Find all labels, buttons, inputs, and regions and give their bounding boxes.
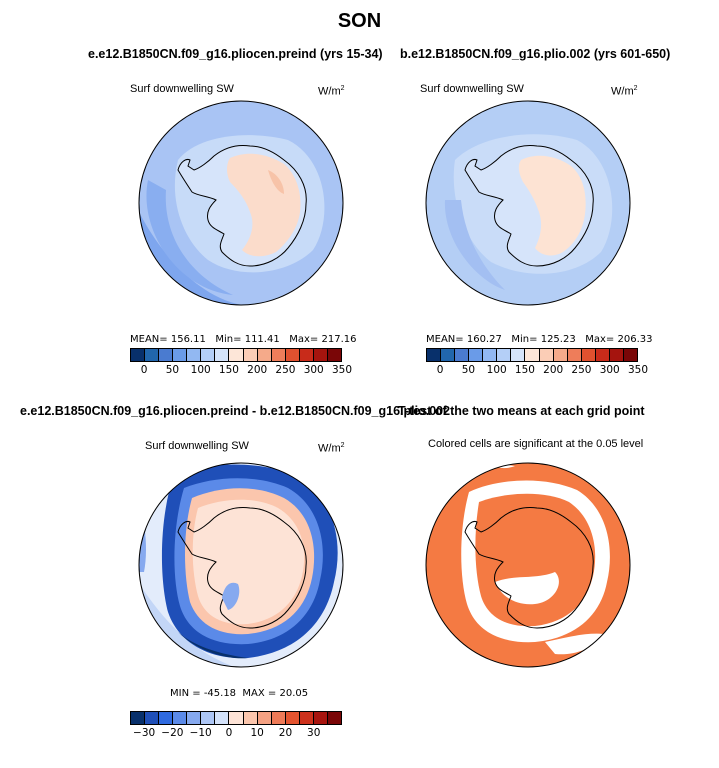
colorbar-cell xyxy=(145,349,160,361)
colorbar-cell xyxy=(215,712,230,724)
colorbar-cell xyxy=(299,712,314,724)
panel-title: e.e12.B1850CN.f09_g16.pliocen.preind - b… xyxy=(20,404,451,418)
colorbar-cell xyxy=(285,712,300,724)
panel-title: b.e12.B1850CN.f09_g16.plio.002 (yrs 601-… xyxy=(400,47,671,61)
variable-label: Surf downwelling SW xyxy=(420,83,524,95)
colorbar-cell xyxy=(609,349,624,361)
colorbar-cell xyxy=(173,712,188,724)
colorbar-tick-label: 20 xyxy=(278,727,293,739)
colorbar-ticks: 0 50 100 150 200 250 300 350 xyxy=(130,364,352,378)
colorbar-tick-label: 10 xyxy=(250,727,264,739)
colorbar-tick-label: 100 xyxy=(190,364,211,376)
units-label: W/m2 xyxy=(318,85,345,98)
colorbar-tick-label: 0 xyxy=(225,727,233,739)
colorbar-cell xyxy=(285,349,300,361)
colorbar-cell xyxy=(595,349,610,361)
colorbar-cell xyxy=(469,349,484,361)
colorbar-tick-label: 150 xyxy=(218,364,239,376)
colorbar-tick-label: 250 xyxy=(571,364,592,376)
stats-line: MEAN= 156.11 Min= 111.41 Max= 217.16 xyxy=(130,334,357,345)
colorbar-cell xyxy=(201,712,216,724)
polar-map xyxy=(425,462,631,668)
polar-map xyxy=(138,462,344,668)
colorbar-cell xyxy=(271,349,286,361)
colorbar-tick-label: 350 xyxy=(331,364,353,376)
colorbar-cell xyxy=(455,349,470,361)
colorbar-cell xyxy=(229,712,244,724)
colorbar-tick-label: 300 xyxy=(599,364,620,376)
colorbar xyxy=(426,348,638,362)
colorbar-cell xyxy=(187,712,202,724)
colorbar-cell xyxy=(131,349,146,361)
colorbar-tick-label: 50 xyxy=(461,364,476,376)
colorbar-cell xyxy=(313,712,328,724)
colorbar-cell xyxy=(229,349,244,361)
colorbar-tick-label: −10 xyxy=(189,727,212,739)
panel-subtitle: Colored cells are significant at the 0.0… xyxy=(428,438,644,450)
colorbar-cell xyxy=(511,349,526,361)
colorbar-cell xyxy=(257,349,272,361)
colorbar-cell xyxy=(173,349,188,361)
colorbar-cell xyxy=(257,712,272,724)
colorbar-cell xyxy=(271,712,286,724)
colorbar-cell xyxy=(483,349,498,361)
colorbar-cell xyxy=(525,349,540,361)
colorbar-cell xyxy=(159,349,174,361)
colorbar-tick-label: 300 xyxy=(303,364,324,376)
polar-map xyxy=(425,100,631,306)
colorbar-tick-label: −20 xyxy=(161,727,184,739)
colorbar-tick-label: 100 xyxy=(486,364,507,376)
colorbar-cell xyxy=(539,349,554,361)
colorbar-tick-label: 0 xyxy=(140,364,148,376)
variable-label: Surf downwelling SW xyxy=(145,440,249,452)
units-label: W/m2 xyxy=(611,85,638,98)
colorbar-tick-label: 30 xyxy=(307,727,321,739)
colorbar-cell xyxy=(299,349,314,361)
colorbar-cell xyxy=(327,712,341,724)
panel-title: e.e12.B1850CN.f09_g16.pliocen.preind (yr… xyxy=(88,47,383,61)
colorbar-tick-label: 200 xyxy=(247,364,268,376)
colorbar-tick-label: −30 xyxy=(133,727,156,739)
colorbar-tick-label: 200 xyxy=(543,364,564,376)
colorbar-cell xyxy=(623,349,637,361)
panel-title: T-test of the two means at each grid poi… xyxy=(398,404,645,418)
colorbar-ticks: 0 50 100 150 200 250 300 350 xyxy=(426,364,648,378)
colorbar-cell xyxy=(243,712,258,724)
colorbar-cell xyxy=(243,349,258,361)
units-label: W/m2 xyxy=(318,442,345,455)
colorbar-tick-label: 250 xyxy=(275,364,296,376)
colorbar-cell xyxy=(567,349,582,361)
colorbar-ticks: −30 −20 −10 0 10 20 30 xyxy=(130,727,342,741)
colorbar-cell xyxy=(313,349,328,361)
colorbar-tick-label: 150 xyxy=(514,364,535,376)
colorbar-cell xyxy=(215,349,230,361)
antarctica-coastline xyxy=(464,507,594,629)
antarctica-coastline xyxy=(177,507,307,629)
colorbar xyxy=(130,348,342,362)
colorbar-cell xyxy=(427,349,442,361)
colorbar-tick-label: 50 xyxy=(165,364,180,376)
stats-line: MIN = -45.18 MAX = 20.05 xyxy=(170,688,309,699)
colorbar-cell xyxy=(145,712,160,724)
colorbar-cell xyxy=(131,712,146,724)
colorbar-cell xyxy=(497,349,512,361)
variable-label: Surf downwelling SW xyxy=(130,83,234,95)
colorbar-cell xyxy=(201,349,216,361)
colorbar-tick-label: 0 xyxy=(436,364,444,376)
colorbar-cell xyxy=(581,349,596,361)
polar-map xyxy=(138,100,344,306)
colorbar-cell xyxy=(441,349,456,361)
colorbar xyxy=(130,711,342,725)
colorbar-cell xyxy=(327,349,341,361)
colorbar-tick-label: 350 xyxy=(627,364,649,376)
stats-line: MEAN= 160.27 Min= 125.23 Max= 206.33 xyxy=(426,334,653,345)
colorbar-cell xyxy=(553,349,568,361)
colorbar-cell xyxy=(159,712,174,724)
colorbar-cell xyxy=(187,349,202,361)
page-title: SON xyxy=(337,10,382,32)
